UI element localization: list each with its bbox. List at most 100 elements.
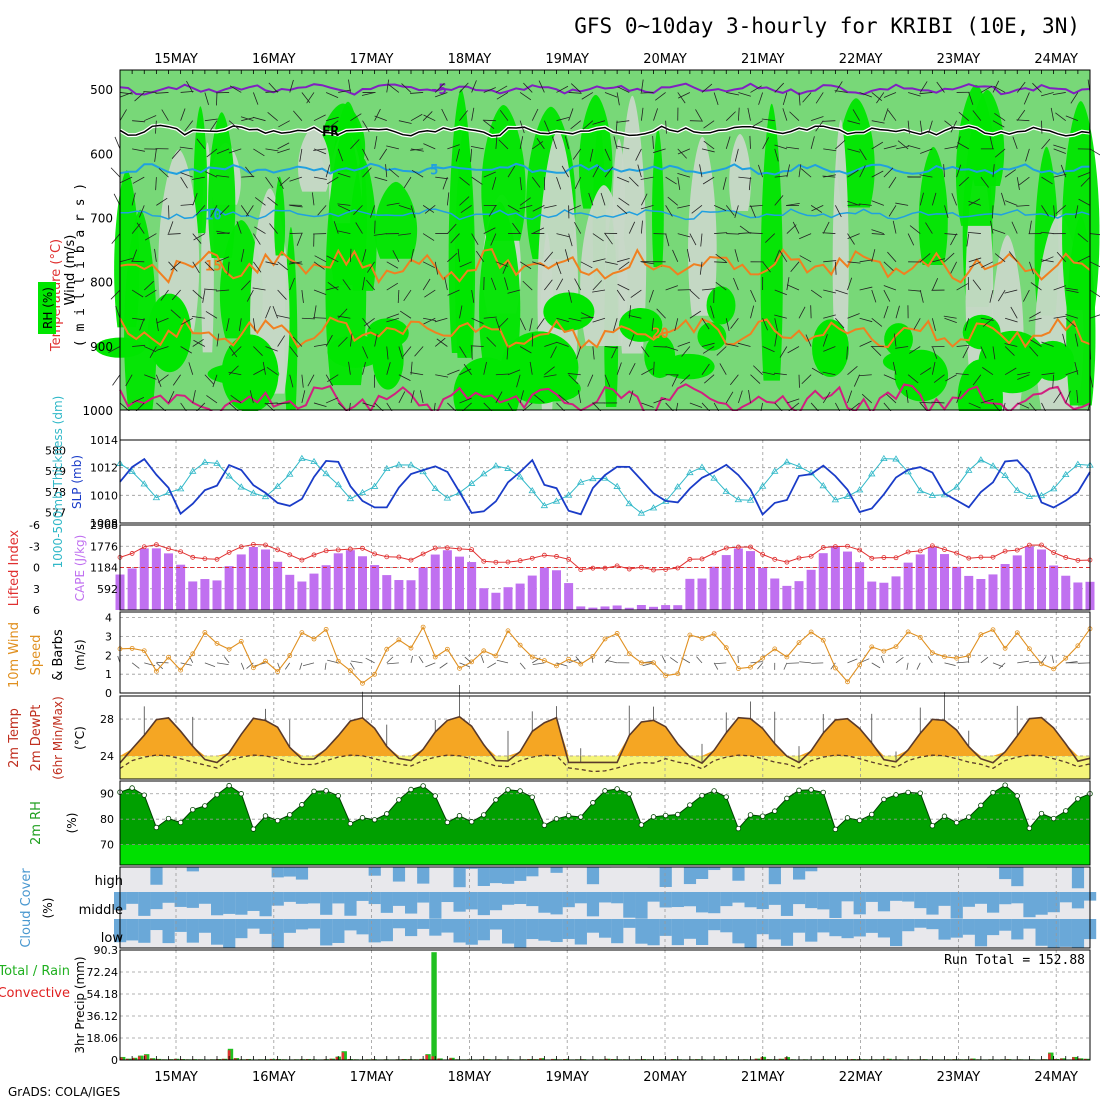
wind-barb [495, 85, 508, 93]
rh2m-marker [202, 803, 208, 809]
wind-barb [750, 289, 757, 303]
precip-tick: 0 [111, 1054, 118, 1067]
wind-barb-10m [302, 662, 315, 667]
wind-barb [1077, 172, 1091, 178]
rh2m-marker [274, 817, 281, 824]
rh-contour-patch [274, 176, 286, 256]
wind-barb [272, 305, 278, 319]
wind-barb [374, 333, 378, 347]
wind-barb [1004, 346, 1015, 356]
cape-bar [988, 574, 998, 610]
axis-label-wind: Wind (m/s) [63, 235, 78, 306]
cloud-fraction-bar [405, 919, 418, 937]
axis-label-cloud: Cloud Cover [19, 868, 34, 948]
cloud-fraction-bar [793, 919, 806, 933]
wind-barb [204, 288, 218, 291]
thickness-marker [395, 461, 403, 468]
wind-barb [641, 261, 655, 265]
cape-bar [843, 551, 852, 610]
cloud-fraction-bar [392, 919, 406, 929]
wind-barb [703, 120, 715, 129]
precip-conv-bar [137, 1056, 141, 1060]
cape-bar [818, 553, 828, 610]
wind-barb [423, 317, 436, 325]
wind-barb [702, 346, 715, 354]
wind-barb [835, 289, 848, 295]
wind-barb [1053, 173, 1067, 178]
date-tick-bottom-18MAY: 18MAY [448, 1070, 492, 1085]
wind-barb [847, 200, 860, 206]
cloud-fraction-bar [683, 892, 697, 907]
wind-barb [119, 92, 133, 95]
axis-label-barbs: & Barbs [51, 629, 66, 681]
wind-barb [447, 289, 460, 296]
cape-bar [806, 569, 816, 610]
wind-barb [805, 334, 812, 347]
wind-barb [350, 113, 362, 122]
wind-barb [909, 225, 921, 234]
cape-bar [321, 565, 331, 610]
wind-barb-10m [299, 662, 303, 670]
wind-marker [408, 645, 414, 651]
wind-marker [784, 654, 790, 660]
wind-barb-10m [324, 662, 327, 670]
wind-barb [363, 317, 375, 327]
wind-barb [167, 233, 181, 235]
dewpt-line [119, 754, 1091, 773]
rh2m-marker [226, 782, 232, 789]
wind-barb-10m [410, 655, 413, 663]
cape-bar [782, 585, 792, 610]
rh2m-marker [335, 793, 341, 799]
wind-barb [289, 261, 302, 265]
cloud-fraction-bar [441, 892, 454, 903]
wind-barb [139, 318, 145, 331]
cloud-fraction-bar [126, 919, 139, 941]
wind-barb [956, 344, 970, 347]
rh2m-marker [493, 797, 499, 803]
wind-barb [422, 261, 435, 269]
wind-barb [1041, 138, 1051, 150]
precip-tick: 18.06 [87, 1032, 119, 1045]
wind-barb [990, 220, 994, 234]
wind-barb [919, 401, 933, 404]
wind-barb-10m [439, 662, 448, 669]
wind-barb [313, 343, 327, 347]
wind-barb [1017, 374, 1030, 380]
wind-barb [180, 172, 193, 178]
wind-barb [604, 233, 613, 245]
lifted-marker [287, 552, 293, 558]
wind-barb [956, 283, 969, 291]
wind-barb [447, 252, 458, 263]
wind-barb [1062, 333, 1067, 347]
wind-barb [216, 256, 230, 263]
wind-barb [992, 120, 1005, 128]
wind-barb [348, 361, 351, 375]
wind-barb [1023, 289, 1030, 302]
thickness-marker [1074, 460, 1082, 467]
date-tick-top-22MAY: 22MAY [839, 52, 883, 67]
wind-barb [180, 90, 194, 93]
wind-barb [883, 92, 897, 98]
wind-barb [196, 138, 206, 150]
cloud-fraction-bar [817, 892, 830, 910]
wind-barb [944, 205, 949, 218]
rh2m-marker [1002, 782, 1008, 788]
rh-contour-patch [652, 128, 664, 267]
temp-tick-28: 28 [100, 713, 114, 726]
wind-barb [253, 148, 265, 157]
cloud-fraction-bar [465, 892, 478, 910]
wind-barb [134, 92, 145, 102]
lifted-tick: 0 [33, 562, 40, 575]
wind-barb [749, 232, 763, 234]
wind-barb [981, 261, 994, 268]
wind-barb-10m [787, 662, 800, 664]
wind-barb [883, 145, 897, 150]
wind-barb [1028, 220, 1032, 234]
wind-barb [932, 258, 946, 263]
wind-barb [847, 233, 855, 245]
cloud-fraction-bar [987, 919, 1000, 936]
wind-barb [758, 92, 764, 105]
wind-barb [252, 116, 266, 122]
wind-barb [616, 120, 630, 123]
cloud-fraction-bar [586, 919, 600, 933]
